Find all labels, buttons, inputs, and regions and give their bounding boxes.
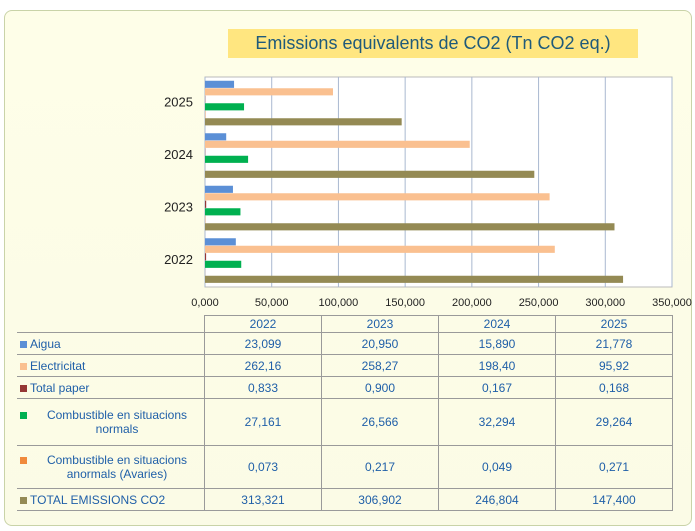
x-tick-label: 100,000 [319,297,359,309]
table-row: Electricitat 262,16 258,27 198,40 95,92 [17,354,673,377]
value-cell: 198,40 [438,354,556,377]
header-cell: 2025 [555,315,673,333]
blank-cell [17,315,205,333]
header-cell: 2022 [204,315,322,333]
value-cell: 0,900 [321,376,439,399]
value-cell: 246,804 [438,488,556,511]
table-header: 2022 2023 2024 2025 [17,315,673,333]
x-tick-label: 300,000 [585,297,625,309]
legend-entry: Combustible en situacions anormals (Avar… [20,453,204,481]
y-tick-label: 2024 [164,147,193,162]
x-tick-label: 200,000 [452,297,492,309]
title-box [228,29,638,58]
value-cell: 20,950 [321,332,439,355]
legend-swatch [20,496,27,504]
value-cell: 32,294 [438,398,556,446]
legend-cell: Combustible en situacions anormals (Avar… [17,445,205,489]
x-tick-label: 0,000 [191,297,219,309]
header-cell: 2024 [438,315,556,333]
legend-label: Combustible en situacions normals [46,408,188,436]
legend-swatch [20,362,27,370]
value-cell: 15,890 [438,332,556,355]
legend-label: Electricitat [30,358,86,373]
value-cell: 0,167 [438,376,556,399]
value-cell: 0,833 [204,376,322,399]
legend-entry: Total paper [20,381,204,395]
x-tick-label: 50,000 [255,297,289,309]
header-cell: 2023 [321,315,439,333]
bar [205,193,550,201]
value-cell: 258,27 [321,354,439,377]
x-tick-label: 350,000 [652,297,692,309]
table-row: Aigua 23,099 20,950 15,890 21,778 [17,332,673,355]
value-cell: 0,049 [438,445,556,489]
legend-swatch [20,340,27,348]
value-cell: 21,778 [555,332,673,355]
table-row: TOTAL EMISSIONS CO2 313,321 306,902 246,804… [17,488,673,511]
bar [205,133,227,141]
bar [205,88,333,96]
table-row: Total paper 0,833 0,900 0,167 0,168 [17,376,673,399]
legend-entry: Aigua [20,337,204,351]
legend-entry: Combustible en situacions normals [20,408,204,436]
legend-swatch [20,457,27,464]
bar [205,238,236,246]
legend-cell: TOTAL EMISSIONS CO2 [17,488,205,511]
x-tick-label: 150,000 [385,297,425,309]
data-table: 2022 2023 2024 2025 Aigua 23,099 20,950 15,890 2… [17,315,673,511]
value-cell: 23,099 [204,332,322,355]
legend-swatch [20,384,27,392]
value-cell: 306,902 [321,488,439,511]
legend-label: Combustible en situacions anormals (Avar… [46,453,188,481]
value-cell: 0,073 [204,445,322,489]
bar [205,118,402,126]
value-cell: 26,566 [321,398,439,446]
bar [205,185,233,193]
y-tick-label: 2025 [164,95,193,110]
legend-label: Total paper [30,380,90,395]
bar [205,103,245,111]
legend-cell: Total paper [17,376,205,399]
y-tick-label: 2022 [164,252,193,267]
value-cell: 0,271 [555,445,673,489]
x-tick-label: 250,000 [519,297,559,309]
value-cell: 147,400 [555,488,673,511]
value-cell: 0,217 [321,445,439,489]
legend-cell: Electricitat [17,354,205,377]
bar [205,140,470,148]
bar [205,275,624,283]
bar [205,253,207,261]
y-tick-label: 2023 [164,200,193,215]
legend-swatch [20,412,27,419]
legend-label: TOTAL EMISSIONS CO2 [30,492,166,507]
value-cell: 262,16 [204,354,322,377]
bar [205,200,207,208]
value-cell: 95,92 [555,354,673,377]
bar [205,260,242,268]
legend-entry: TOTAL EMISSIONS CO2 [20,493,204,507]
value-cell: 313,321 [204,488,322,511]
bar [205,155,249,163]
plot-area [204,76,673,288]
chart-title: Emissions equivalents de CO2 (Tn CO2 eq.… [255,33,610,53]
table-row: Combustible en situacions anormals (Avar… [17,445,673,489]
legend-entry: Electricitat [20,359,204,373]
value-cell: 29,264 [555,398,673,446]
legend-label: Aigua [30,336,61,351]
legend-cell: Combustible en situacions normals [17,398,205,446]
value-cell: 0,168 [555,376,673,399]
legend-cell: Aigua [17,332,205,355]
bar [205,245,555,253]
bar [205,170,535,178]
bar [205,208,241,216]
bar [205,80,235,88]
table-row: Combustible en situacions normals 27,161 2… [17,398,673,446]
bar [205,223,615,231]
value-cell: 27,161 [204,398,322,446]
